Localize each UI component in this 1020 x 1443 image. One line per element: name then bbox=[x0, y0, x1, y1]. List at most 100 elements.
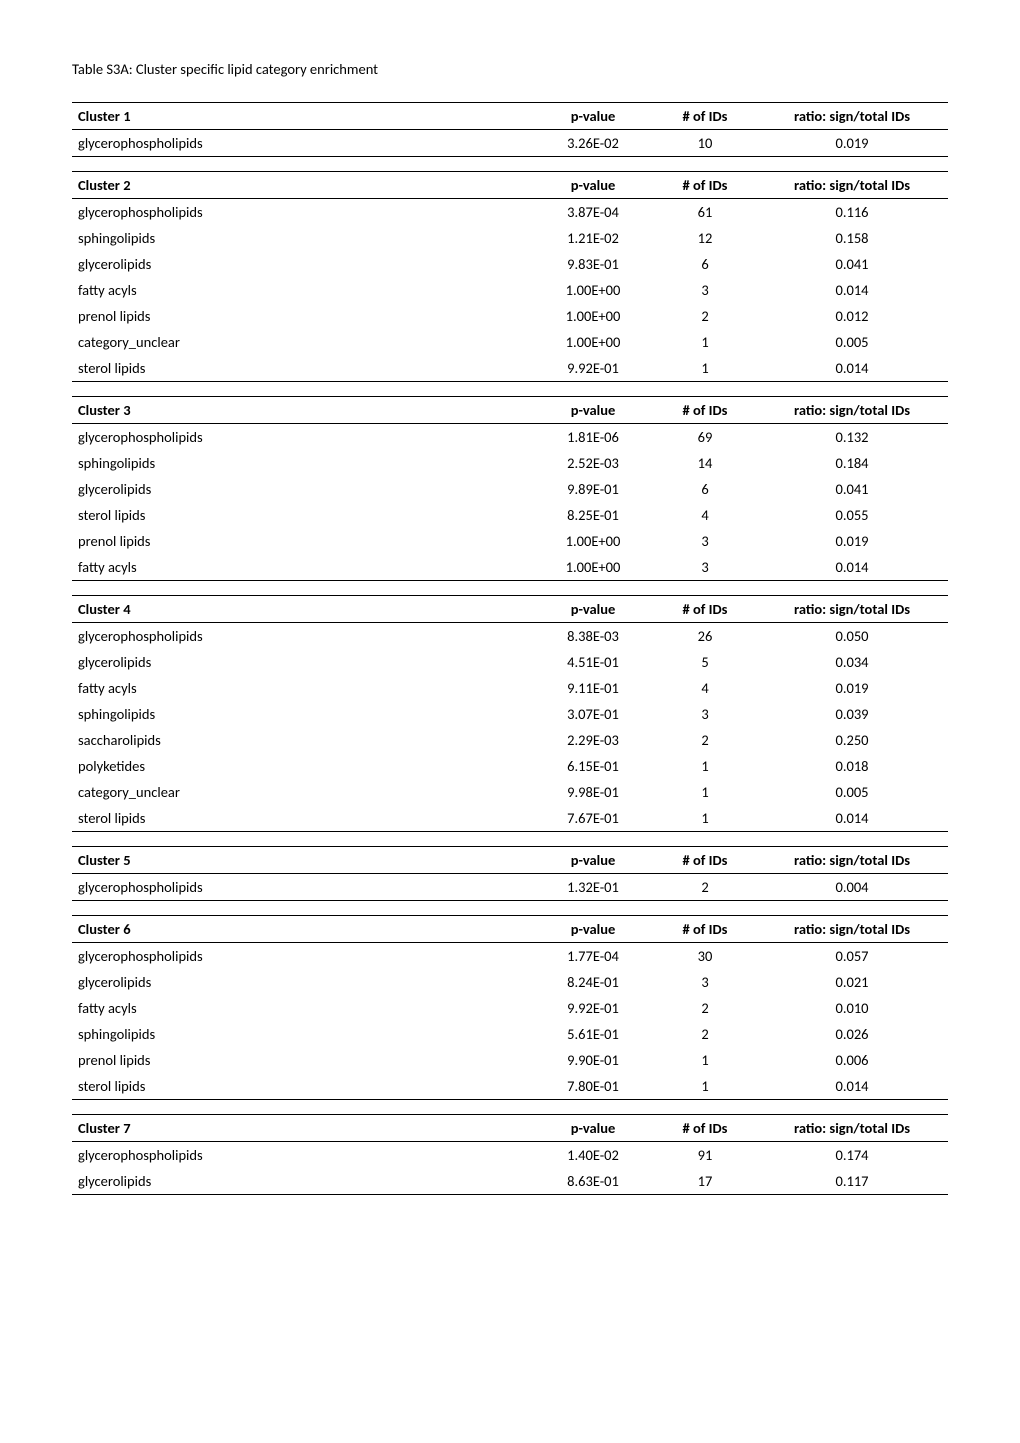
cell-nids: 6 bbox=[654, 476, 756, 502]
cell-nids: 2 bbox=[654, 1021, 756, 1047]
table-row: sphingolipids2.52E-03140.184 bbox=[72, 450, 948, 476]
cluster-table: Cluster 4p-value# of IDsratio: sign/tota… bbox=[72, 595, 948, 832]
cell-ratio: 0.174 bbox=[756, 1142, 948, 1169]
table-row: sterol lipids7.80E-0110.014 bbox=[72, 1073, 948, 1100]
cell-nids: 14 bbox=[654, 450, 756, 476]
cluster-table: Cluster 7p-value# of IDsratio: sign/tota… bbox=[72, 1114, 948, 1195]
col-header-pvalue: p-value bbox=[532, 916, 654, 943]
cluster-table: Cluster 2p-value# of IDsratio: sign/tota… bbox=[72, 171, 948, 382]
cell-nids: 6 bbox=[654, 251, 756, 277]
col-header-pvalue: p-value bbox=[532, 397, 654, 424]
cluster-name-header: Cluster 1 bbox=[72, 103, 532, 130]
cell-nids: 3 bbox=[654, 554, 756, 581]
table-row: sphingolipids3.07E-0130.039 bbox=[72, 701, 948, 727]
cell-pvalue: 1.40E-02 bbox=[532, 1142, 654, 1169]
table-row: glycerophospholipids1.40E-02910.174 bbox=[72, 1142, 948, 1169]
cell-ratio: 0.158 bbox=[756, 225, 948, 251]
table-row: fatty acyls9.92E-0120.010 bbox=[72, 995, 948, 1021]
table-row: glycerophospholipids1.32E-0120.004 bbox=[72, 874, 948, 901]
col-header-ratio: ratio: sign/total IDs bbox=[756, 847, 948, 874]
cell-ratio: 0.019 bbox=[756, 675, 948, 701]
cell-category: fatty acyls bbox=[72, 995, 532, 1021]
cell-category: sterol lipids bbox=[72, 502, 532, 528]
clusters-container: Cluster 1p-value# of IDsratio: sign/tota… bbox=[72, 102, 948, 1195]
cell-category: glycerophospholipids bbox=[72, 1142, 532, 1169]
cell-nids: 3 bbox=[654, 969, 756, 995]
cell-ratio: 0.250 bbox=[756, 727, 948, 753]
cell-nids: 2 bbox=[654, 874, 756, 901]
cell-ratio: 0.057 bbox=[756, 943, 948, 970]
cell-category: glycerolipids bbox=[72, 649, 532, 675]
cell-pvalue: 9.92E-01 bbox=[532, 355, 654, 382]
col-header-ratio: ratio: sign/total IDs bbox=[756, 916, 948, 943]
cell-ratio: 0.117 bbox=[756, 1168, 948, 1195]
cell-category: fatty acyls bbox=[72, 277, 532, 303]
cell-pvalue: 1.21E-02 bbox=[532, 225, 654, 251]
cell-category: sphingolipids bbox=[72, 1021, 532, 1047]
cell-category: sphingolipids bbox=[72, 450, 532, 476]
cell-pvalue: 3.87E-04 bbox=[532, 199, 654, 226]
cell-category: prenol lipids bbox=[72, 303, 532, 329]
cell-nids: 3 bbox=[654, 701, 756, 727]
table-row: glycerophospholipids1.77E-04300.057 bbox=[72, 943, 948, 970]
col-header-nids: # of IDs bbox=[654, 397, 756, 424]
cell-ratio: 0.041 bbox=[756, 251, 948, 277]
table-row: fatty acyls1.00E+0030.014 bbox=[72, 277, 948, 303]
cell-ratio: 0.014 bbox=[756, 355, 948, 382]
cell-ratio: 0.005 bbox=[756, 779, 948, 805]
table-row: glycerolipids8.24E-0130.021 bbox=[72, 969, 948, 995]
table-row: polyketides6.15E-0110.018 bbox=[72, 753, 948, 779]
cell-category: sterol lipids bbox=[72, 355, 532, 382]
cell-pvalue: 1.00E+00 bbox=[532, 329, 654, 355]
cell-category: sterol lipids bbox=[72, 805, 532, 832]
cell-nids: 61 bbox=[654, 199, 756, 226]
cell-ratio: 0.018 bbox=[756, 753, 948, 779]
cell-category: sphingolipids bbox=[72, 225, 532, 251]
cell-ratio: 0.050 bbox=[756, 623, 948, 650]
cell-category: sterol lipids bbox=[72, 1073, 532, 1100]
cell-ratio: 0.006 bbox=[756, 1047, 948, 1073]
table-row: glycerolipids8.63E-01170.117 bbox=[72, 1168, 948, 1195]
cell-ratio: 0.026 bbox=[756, 1021, 948, 1047]
table-row: sterol lipids7.67E-0110.014 bbox=[72, 805, 948, 832]
cell-pvalue: 2.29E-03 bbox=[532, 727, 654, 753]
table-row: prenol lipids1.00E+0020.012 bbox=[72, 303, 948, 329]
cell-pvalue: 4.51E-01 bbox=[532, 649, 654, 675]
cell-pvalue: 9.83E-01 bbox=[532, 251, 654, 277]
cell-ratio: 0.021 bbox=[756, 969, 948, 995]
cell-ratio: 0.014 bbox=[756, 805, 948, 832]
cell-ratio: 0.012 bbox=[756, 303, 948, 329]
cell-category: glycerolipids bbox=[72, 969, 532, 995]
cell-category: fatty acyls bbox=[72, 554, 532, 581]
cell-nids: 1 bbox=[654, 355, 756, 382]
cell-nids: 3 bbox=[654, 277, 756, 303]
table-row: glycerophospholipids3.87E-04610.116 bbox=[72, 199, 948, 226]
cell-nids: 1 bbox=[654, 779, 756, 805]
col-header-ratio: ratio: sign/total IDs bbox=[756, 172, 948, 199]
cluster-table: Cluster 3p-value# of IDsratio: sign/tota… bbox=[72, 396, 948, 581]
table-row: sterol lipids9.92E-0110.014 bbox=[72, 355, 948, 382]
cell-category: category_unclear bbox=[72, 329, 532, 355]
table-row: prenol lipids9.90E-0110.006 bbox=[72, 1047, 948, 1073]
cell-nids: 4 bbox=[654, 675, 756, 701]
cell-ratio: 0.184 bbox=[756, 450, 948, 476]
cluster-name-header: Cluster 6 bbox=[72, 916, 532, 943]
col-header-nids: # of IDs bbox=[654, 847, 756, 874]
cell-ratio: 0.055 bbox=[756, 502, 948, 528]
table-row: sphingolipids5.61E-0120.026 bbox=[72, 1021, 948, 1047]
cell-nids: 10 bbox=[654, 130, 756, 157]
col-header-pvalue: p-value bbox=[532, 596, 654, 623]
col-header-pvalue: p-value bbox=[532, 847, 654, 874]
cell-ratio: 0.014 bbox=[756, 277, 948, 303]
col-header-pvalue: p-value bbox=[532, 1115, 654, 1142]
table-row: saccharolipids2.29E-0320.250 bbox=[72, 727, 948, 753]
cell-nids: 69 bbox=[654, 424, 756, 451]
cell-ratio: 0.014 bbox=[756, 554, 948, 581]
cell-nids: 1 bbox=[654, 1073, 756, 1100]
cell-nids: 2 bbox=[654, 727, 756, 753]
col-header-nids: # of IDs bbox=[654, 172, 756, 199]
table-row: fatty acyls1.00E+0030.014 bbox=[72, 554, 948, 581]
cluster-name-header: Cluster 5 bbox=[72, 847, 532, 874]
table-row: fatty acyls9.11E-0140.019 bbox=[72, 675, 948, 701]
cell-pvalue: 3.26E-02 bbox=[532, 130, 654, 157]
